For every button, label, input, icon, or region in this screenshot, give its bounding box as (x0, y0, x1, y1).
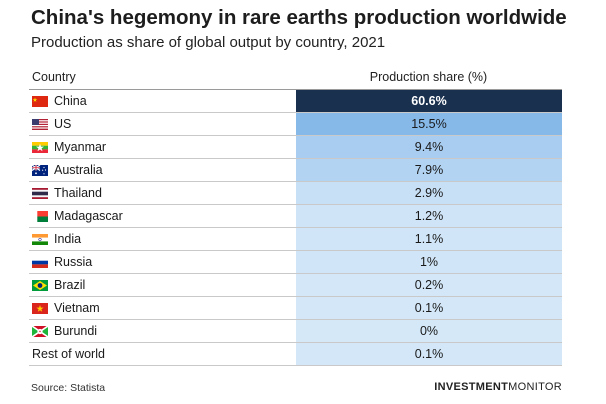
australia-flag-icon (32, 164, 48, 176)
share-value-cell: 0.1% (295, 343, 562, 365)
country-cell: Brazil (29, 274, 295, 296)
country-cell: Burundi (29, 320, 295, 342)
share-value-cell: 7.9% (295, 159, 562, 181)
country-name: Vietnam (54, 301, 100, 315)
country-name: Russia (54, 255, 93, 269)
india-flag-icon (32, 233, 48, 245)
country-name: Burundi (54, 324, 98, 338)
country-name: Madagascar (54, 209, 123, 223)
table-row: China 60.6% (29, 90, 562, 113)
share-value-cell: 0.2% (295, 274, 562, 296)
us-flag-icon (32, 118, 48, 130)
share-value-cell: 1% (295, 251, 562, 273)
share-value-cell: 60.6% (295, 90, 562, 112)
country-name: Myanmar (54, 140, 107, 154)
table-header: Country Production share (%) (29, 64, 562, 90)
table-row: India 1.1% (29, 228, 562, 251)
country-cell: China (29, 90, 295, 112)
share-value-cell: 1.2% (295, 205, 562, 227)
chart-title: China's hegemony in rare earths producti… (31, 6, 567, 29)
country-name: Brazil (54, 278, 86, 292)
brand-logo: INVESTMENTMONITOR (434, 381, 562, 393)
country-cell: Australia (29, 159, 295, 181)
country-cell: Thailand (29, 182, 295, 204)
share-value-cell: 9.4% (295, 136, 562, 158)
country-cell: Madagascar (29, 205, 295, 227)
source-note: Source: Statista (31, 382, 106, 394)
table-body: China 60.6% US 15.5% Myanmar 9.4% Australia 7.9… (29, 90, 562, 366)
thailand-flag-icon (32, 187, 48, 199)
country-name: China (54, 94, 87, 108)
table-row: Burundi 0% (29, 320, 562, 343)
table-row: Madagascar 1.2% (29, 205, 562, 228)
madagascar-flag-icon (32, 210, 48, 222)
china-flag-icon (32, 95, 48, 107)
country-cell: Myanmar (29, 136, 295, 158)
russia-flag-icon (32, 256, 48, 268)
table-row: Vietnam 0.1% (29, 297, 562, 320)
share-value-cell: 1.1% (295, 228, 562, 250)
country-cell: India (29, 228, 295, 250)
country-name: Rest of world (32, 347, 105, 361)
column-header-country: Country (32, 69, 76, 84)
country-cell: US (29, 113, 295, 135)
burundi-flag-icon (32, 325, 48, 337)
table-row: Russia 1% (29, 251, 562, 274)
brazil-flag-icon (32, 279, 48, 291)
table-row: US 15.5% (29, 113, 562, 136)
share-value-cell: 0% (295, 320, 562, 342)
country-name: US (54, 117, 72, 131)
myanmar-flag-icon (32, 141, 48, 153)
brand-logo-rest: MONITOR (508, 381, 562, 393)
country-name: Thailand (54, 186, 102, 200)
country-cell: Rest of world (29, 343, 295, 365)
table-row: Thailand 2.9% (29, 182, 562, 205)
column-header-share: Production share (%) (369, 69, 488, 84)
country-cell: Russia (29, 251, 295, 273)
share-value-cell: 0.1% (295, 297, 562, 319)
table-row: Rest of world 0.1% (29, 343, 562, 366)
chart-subtitle: Production as share of global output by … (31, 34, 386, 51)
country-name: India (54, 232, 82, 246)
share-value-cell: 15.5% (295, 113, 562, 135)
vietnam-flag-icon (32, 302, 48, 314)
country-cell: Vietnam (29, 297, 295, 319)
data-table: Country Production share (%) China 60.6% U… (29, 64, 562, 366)
table-row: Myanmar 9.4% (29, 136, 562, 159)
table-row: Brazil 0.2% (29, 274, 562, 297)
table-row: Australia 7.9% (29, 159, 562, 182)
country-name: Australia (54, 163, 103, 177)
brand-logo-bold: INVESTMENT (434, 381, 509, 393)
share-value-cell: 2.9% (295, 182, 562, 204)
